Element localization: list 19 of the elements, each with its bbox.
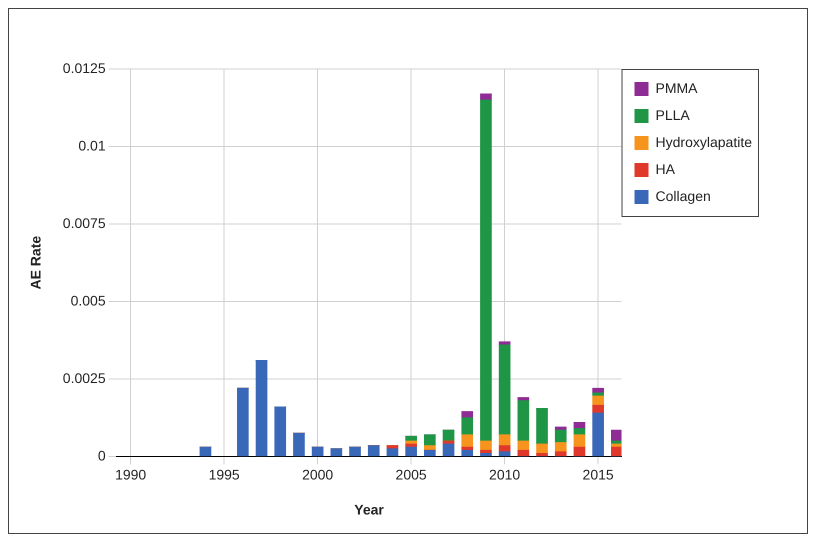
- legend-label: HA: [656, 160, 676, 177]
- y-tick-label: 0: [98, 447, 106, 464]
- x-tick-label: 2015: [582, 466, 614, 483]
- x-tick-label: 2005: [396, 466, 427, 483]
- legend-label: PLLA: [656, 106, 690, 123]
- legend-label: Hydroxylapatite: [656, 134, 752, 150]
- y-axis-title: AE Rate: [27, 236, 44, 290]
- x-tick-label: 2000: [302, 466, 334, 483]
- y-tick-label: 0.0125: [62, 60, 106, 76]
- y-tick-label: 0.0025: [62, 370, 106, 386]
- x-tick-label: 2010: [489, 466, 520, 483]
- x-tick-label: 1990: [115, 466, 146, 483]
- legend-label: PMMA: [656, 80, 698, 96]
- x-axis-title: Year: [354, 501, 384, 518]
- y-tick-label: 0.01: [78, 137, 106, 154]
- legend-label: Collagen: [656, 188, 711, 204]
- y-tick-label: 0.0075: [62, 214, 106, 231]
- y-tick-label: 0.005: [70, 292, 106, 308]
- x-tick-label: 1995: [208, 466, 240, 483]
